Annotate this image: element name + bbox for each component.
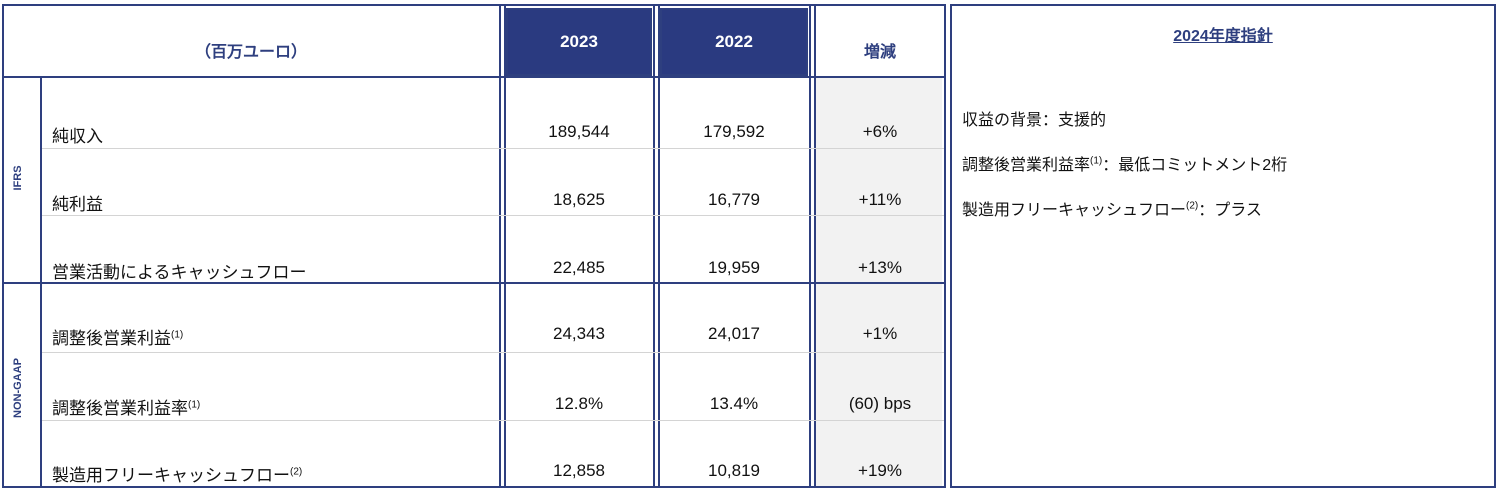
header-divider [2,76,946,78]
table-row: 純利益 18,625 16,779 +11% [42,149,944,215]
value-2022: 24,017 [708,324,760,343]
table-row: 営業活動によるキャッシュフロー 22,485 19,959 +13% [42,216,944,282]
column-divider [499,4,501,488]
change-value: +13% [858,258,902,277]
value-2023: 189,544 [548,122,610,141]
row-label: 調整後営業利益率(1) [52,399,201,418]
guidance-line: 収益の背景：支援的 [962,112,1107,129]
value-2023: 12.8% [554,394,604,413]
value-2022: 16,779 [708,190,760,209]
value-2022: 10,819 [708,461,760,480]
row-label: 営業活動によるキャッシュフロー [52,263,307,282]
value-2022: 13.4% [709,394,759,413]
value-2022: 179,592 [703,122,765,141]
column-divider [658,4,660,488]
row-label: 純利益 [52,195,103,214]
value-2023: 18,625 [553,190,605,209]
column-divider [504,4,506,488]
change-value: +11% [858,190,902,209]
table-row: 調整後営業利益率(1) 12.8% 13.4% (60) bps [42,353,944,420]
column-divider [653,4,655,488]
guidance-line: 調整後営業利益率(1)：最低コミットメント2桁 [962,155,1288,174]
change-header: 増減 [863,44,896,61]
group-label-non-gaap: NON-GAAP [12,358,24,418]
row-divider [42,420,944,421]
column-divider [809,4,811,488]
column-divider [814,4,816,488]
row-label: 純収入 [52,127,103,146]
table-row: 純収入 189,544 179,592 +6% [42,78,944,148]
year-2022-header: 2022 [660,8,808,76]
value-2022: 19,959 [708,258,760,277]
row-divider [42,352,944,353]
change-value: (60) bps [848,394,912,413]
change-value: +6% [862,122,898,141]
value-2023: 12,858 [553,461,605,480]
unit-label: （百万ユーロ） [194,44,307,61]
year-2023-header: 2023 [506,8,652,76]
row-label: 調整後営業利益(1) [52,329,184,348]
table-row: 製造用フリーキャッシュフロー(2) 12,858 10,819 +19% [42,421,944,486]
row-label: 製造用フリーキャッシュフロー(2) [52,466,303,485]
row-divider [42,215,944,216]
change-value: +1% [862,324,898,343]
row-divider [42,148,944,149]
value-2023: 24,343 [553,324,605,343]
guidance-title: 2024年度指針 [1173,28,1273,45]
group-divider [2,282,946,284]
table-row: 調整後営業利益(1) 24,343 24,017 +1% [42,284,944,352]
change-value: +19% [858,461,902,480]
guidance-panel [950,4,1496,488]
group-label-ifrs: IFRS [12,165,24,191]
results-table-frame [2,4,946,488]
guidance-line: 製造用フリーキャッシュフロー(2)：プラス [962,200,1262,219]
value-2023: 22,485 [553,258,605,277]
